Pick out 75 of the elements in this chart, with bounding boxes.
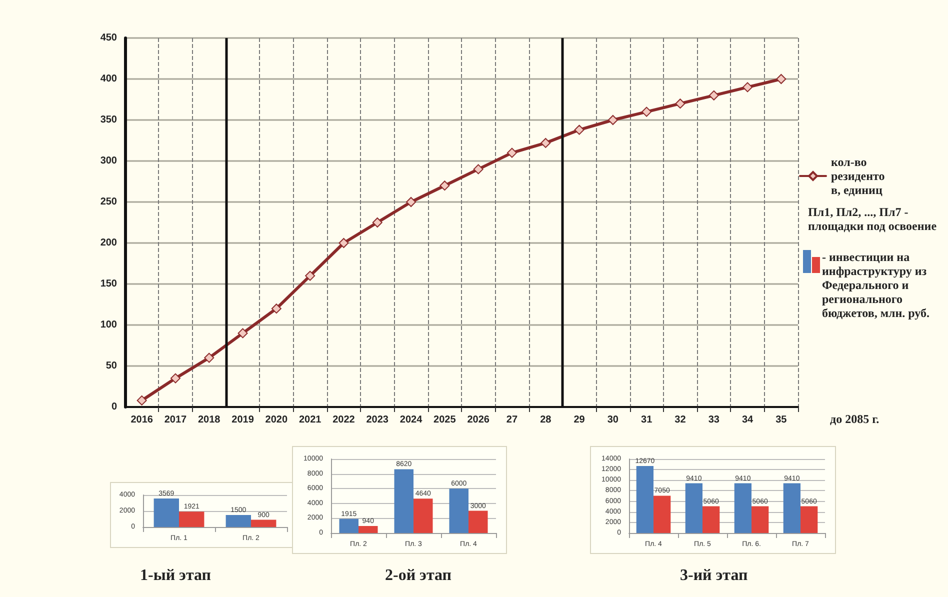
point: [238, 328, 248, 338]
text: 3-ий этап: [680, 566, 749, 586]
y-tick-label: 300: [100, 156, 118, 166]
point: [708, 90, 719, 100]
x-tick-label: 27: [506, 414, 518, 426]
bar: [783, 483, 800, 533]
legend-label: кол-во резидентов, единиц: [831, 155, 885, 197]
text: - инвестиции на инфраструктуру из Федерального и регионального бюджетов, млн. руб.: [822, 250, 931, 320]
point: [372, 218, 382, 228]
y-tick-label: 100: [100, 320, 118, 330]
point: [574, 124, 584, 135]
point: [642, 106, 652, 117]
bar: [226, 515, 251, 527]
point: [776, 74, 786, 84]
bar: [154, 498, 179, 527]
x-tick-label: 2020: [265, 414, 288, 426]
text: Пл1, Пл2, ..., Пл7 - площадки под освоение: [808, 205, 938, 233]
x-tick-label: 29: [574, 414, 586, 426]
text: 2-ой этап: [385, 566, 453, 586]
y-tick-label: 450: [100, 32, 118, 44]
point: [136, 395, 147, 406]
x-tick-label: 30: [607, 414, 619, 426]
bar: [414, 498, 433, 533]
y-tick-label: 250: [100, 196, 118, 208]
x-tick-label: 2022: [332, 414, 356, 426]
bar: [654, 496, 671, 533]
x-tick-label: 2025: [434, 414, 456, 426]
y-tick-label: 200: [100, 238, 118, 248]
point: [406, 197, 416, 207]
bar: [800, 506, 818, 533]
x-tick-label: 31: [641, 414, 653, 426]
point: [608, 115, 618, 125]
bar: [449, 488, 468, 533]
point: [338, 238, 349, 248]
point: [305, 270, 316, 281]
y-tick-label: 150: [100, 278, 118, 290]
point: [473, 164, 484, 174]
x-tick-label: 2026: [467, 414, 490, 426]
x-tick-label: 2019: [232, 414, 254, 426]
point: [204, 352, 214, 363]
x-tick-label: 2023: [366, 414, 389, 426]
bar: [358, 526, 378, 533]
point: [271, 304, 282, 314]
y-tick-label: 0: [111, 402, 118, 412]
y-tick-label: 350: [100, 114, 118, 126]
bar: [468, 510, 488, 533]
bar: [685, 483, 702, 533]
text: 1-ый этап: [140, 566, 212, 586]
x-tick-label: 32: [674, 414, 686, 426]
point: [506, 148, 517, 158]
point: [742, 82, 753, 92]
point: [675, 98, 686, 109]
text: до 2085 г.: [830, 412, 880, 426]
x-tick-label: 28: [540, 414, 552, 426]
point: [540, 138, 551, 148]
bar: [636, 466, 654, 533]
x-tick-label: 34: [742, 414, 754, 426]
x-tick-label: 35: [776, 414, 788, 426]
bar: [702, 506, 720, 533]
bar: [179, 512, 204, 527]
y-tick-label: 50: [106, 360, 118, 372]
x-tick-label: 2017: [164, 414, 188, 426]
bar: [251, 520, 276, 527]
y-tick-label: 400: [100, 74, 118, 84]
bar: [734, 483, 752, 533]
bar: [394, 469, 414, 533]
x-tick-label: 2024: [400, 414, 423, 426]
x-tick-label: 2021: [298, 414, 322, 426]
point: [440, 180, 450, 191]
point: [170, 373, 180, 384]
x-tick-label: 33: [708, 414, 720, 426]
bar: [339, 518, 358, 533]
x-tick-label: 2018: [198, 414, 221, 426]
bar: [752, 506, 769, 533]
x-tick-label: 2016: [130, 414, 154, 426]
